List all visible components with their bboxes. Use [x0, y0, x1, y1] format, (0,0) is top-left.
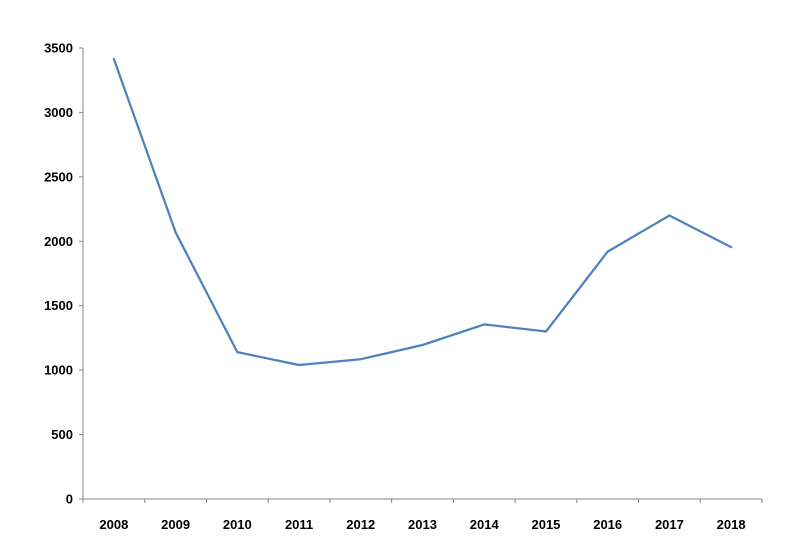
y-tick-label: 2500 [44, 169, 73, 184]
x-tick-label: 2011 [285, 517, 313, 532]
x-tick-label: 2013 [408, 517, 437, 532]
data-point [668, 214, 671, 217]
series-line [112, 57, 733, 367]
y-tick-label: 500 [51, 427, 73, 442]
x-tick-label: 2017 [655, 517, 684, 532]
data-point [298, 363, 301, 366]
x-ticks: 2008 2009 2010 2011 2012 2013 2014 2015 2016 2017… [82, 499, 763, 532]
data-point [606, 250, 609, 253]
data-point [359, 358, 362, 361]
y-tick-label: 0 [66, 492, 73, 507]
data-point [544, 330, 547, 333]
y-ticks: 0 500 1000 1500 2000 2500 3000 3500 [44, 41, 83, 507]
y-tick-label: 3000 [44, 105, 73, 120]
y-tick-label: 1500 [44, 298, 73, 313]
y-tick-label: 1000 [44, 363, 73, 378]
data-point [236, 351, 239, 354]
x-tick-label: 2014 [470, 517, 500, 532]
x-tick-label: 2015 [531, 517, 560, 532]
series-layer [112, 57, 733, 367]
x-tick-label: 2008 [99, 517, 128, 532]
data-point [421, 344, 424, 347]
x-tick-label: 2010 [223, 517, 252, 532]
x-tick-label: 2009 [161, 517, 190, 532]
data-point [112, 57, 115, 60]
data-point [174, 231, 177, 234]
x-axis: 2008 2009 2010 2011 2012 2013 2014 2015 2016 2017… [82, 498, 763, 532]
y-tick-label: 2000 [44, 234, 73, 249]
data-point [730, 246, 733, 249]
x-tick-label: 2018 [717, 517, 746, 532]
y-tick-label: 3500 [44, 41, 73, 56]
x-tick-label: 2016 [593, 517, 622, 532]
y-axis: 0 500 1000 1500 2000 2500 3000 3500 [44, 41, 84, 507]
x-tick-label: 2012 [346, 517, 375, 532]
data-point [483, 323, 486, 326]
